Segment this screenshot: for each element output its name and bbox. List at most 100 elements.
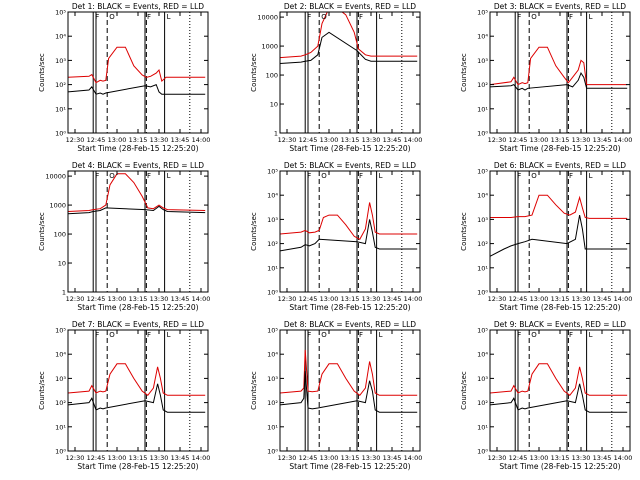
y-axis-label: Counts/sec	[250, 53, 258, 92]
x-tick-label: 13:00	[530, 454, 549, 462]
y-tick-label: 1	[274, 130, 278, 138]
axes-frame	[279, 11, 421, 134]
y-axis-label: Counts/sec	[460, 212, 468, 251]
axes-frame	[67, 11, 209, 134]
axes-frame	[489, 11, 631, 134]
plot-area	[68, 330, 206, 451]
events-series-line	[280, 219, 418, 252]
y-tick-label: 10⁰	[55, 448, 66, 456]
y-tick-label: 10⁴	[55, 33, 66, 41]
x-tick-label: 13:00	[530, 295, 549, 303]
y-tick-label: 10¹	[477, 105, 488, 113]
y-tick-label: 10²	[55, 81, 66, 89]
x-tick-label: 13:15	[341, 295, 360, 303]
x-tick-label: 13:45	[383, 136, 402, 144]
y-tick-label: 10³	[477, 216, 488, 224]
x-tick-label: 12:45	[87, 454, 106, 462]
x-axis-label: Start Time (28-Feb-15 12:25:20)	[289, 303, 410, 312]
y-tick-label: 10⁴	[55, 351, 66, 359]
y-tick-label: 10²	[267, 399, 278, 407]
panel-title: Det 6: BLACK = Events, RED = LLD	[494, 161, 626, 170]
event-marker-label: F	[147, 13, 151, 21]
x-tick-label: 13:45	[171, 295, 190, 303]
y-tick-label: 10000	[257, 14, 278, 22]
event-marker-label: F	[569, 13, 573, 21]
x-tick-label: 13:30	[572, 295, 591, 303]
x-tick-label: 13:15	[129, 295, 148, 303]
event-marker-label: O	[109, 13, 115, 21]
x-tick-label: 13:45	[383, 295, 402, 303]
events-series-line	[490, 215, 628, 257]
event-marker-label: F	[359, 172, 363, 180]
y-tick-label: 10²	[477, 81, 488, 89]
y-tick-label: 10¹	[267, 264, 278, 272]
x-tick-label: 13:45	[171, 454, 190, 462]
x-tick-label: 13:15	[551, 454, 570, 462]
events-series-line	[68, 205, 206, 215]
x-tick-label: 12:45	[299, 136, 318, 144]
x-tick-label: 14:00	[404, 295, 423, 303]
x-axis-label: Start Time (28-Feb-15 12:25:20)	[289, 144, 410, 153]
x-tick-label: 13:45	[593, 136, 612, 144]
x-tick-label: 14:00	[192, 136, 211, 144]
x-tick-label: 12:30	[488, 454, 507, 462]
axes-frame	[489, 170, 631, 293]
event-marker-label: F	[517, 172, 521, 180]
event-marker-label: O	[321, 331, 327, 339]
event-marker-label: F	[569, 172, 573, 180]
x-tick-label: 12:45	[87, 136, 106, 144]
x-axis-label: Start Time (28-Feb-15 12:25:20)	[289, 462, 410, 471]
event-marker-label: F	[95, 13, 99, 21]
events-series-line	[490, 383, 628, 413]
x-tick-label: 13:00	[108, 454, 127, 462]
event-marker-label: L	[379, 172, 383, 180]
y-tick-label: 10⁴	[267, 351, 278, 359]
event-marker-label: L	[167, 331, 171, 339]
x-tick-label: 12:45	[299, 454, 318, 462]
panel-title: Det 1: BLACK = Events, RED = LLD	[72, 2, 204, 11]
x-tick-label: 13:15	[341, 136, 360, 144]
y-tick-label: 10⁰	[477, 130, 488, 138]
x-tick-label: 14:00	[192, 295, 211, 303]
x-tick-label: 13:45	[171, 136, 190, 144]
y-tick-label: 10²	[477, 399, 488, 407]
y-tick-label: 10⁴	[477, 33, 488, 41]
event-marker-label: O	[531, 13, 537, 21]
x-axis-label: Start Time (28-Feb-15 12:25:20)	[77, 462, 198, 471]
plot-area	[280, 330, 418, 451]
x-tick-label: 13:30	[150, 454, 169, 462]
x-tick-label: 13:15	[129, 136, 148, 144]
x-tick-label: 13:30	[572, 454, 591, 462]
y-tick-label: 10³	[55, 375, 66, 383]
y-tick-label: 100	[266, 72, 278, 80]
event-marker-label: O	[321, 172, 327, 180]
y-tick-label: 1000	[49, 202, 66, 210]
lld-series-line	[280, 202, 418, 240]
event-marker-label: L	[379, 331, 383, 339]
plot-area	[490, 330, 628, 451]
panel-title: Det 2: BLACK = Events, RED = LLD	[284, 2, 416, 11]
x-axis-label: Start Time (28-Feb-15 12:25:20)	[499, 144, 620, 153]
y-axis-label: Counts/sec	[460, 371, 468, 410]
event-marker-label: F	[307, 13, 311, 21]
y-tick-label: 10⁵	[267, 168, 278, 176]
y-tick-label: 100	[54, 231, 66, 239]
x-tick-label: 13:30	[362, 295, 381, 303]
panel-title: Det 4: BLACK = Events, RED = LLD	[72, 161, 204, 170]
y-tick-label: 10³	[267, 375, 278, 383]
y-tick-label: 10¹	[477, 264, 488, 272]
x-tick-label: 12:45	[509, 454, 528, 462]
lld-series-line	[68, 173, 206, 212]
lld-series-line	[490, 194, 628, 219]
events-series-line	[68, 83, 206, 95]
events-series-line	[280, 371, 418, 413]
event-marker-label: O	[531, 331, 537, 339]
y-tick-label: 10⁰	[55, 130, 66, 138]
x-tick-label: 12:30	[278, 295, 297, 303]
event-marker-label: F	[359, 13, 363, 21]
event-marker-label: F	[359, 331, 363, 339]
event-marker-label: F	[517, 13, 521, 21]
y-tick-label: 10000	[45, 173, 66, 181]
event-marker-label: L	[589, 13, 593, 21]
